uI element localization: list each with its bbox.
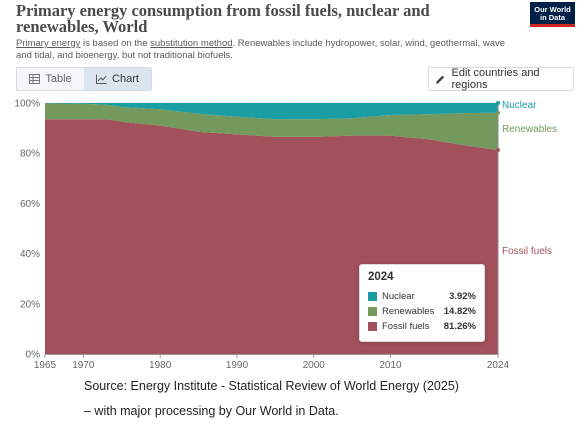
series-label-nuclear: Nuclear — [502, 100, 537, 111]
swatch-renewables — [368, 307, 377, 316]
tooltip-row-fossil: Fossil fuels 81.26% — [368, 319, 476, 334]
y-tick-label: 40% — [20, 249, 40, 260]
y-tick-label: 80% — [20, 149, 40, 160]
source-line-1: Source: Energy Institute - Statistical R… — [84, 379, 459, 393]
source-line-2: – with major processing by Our World in … — [84, 404, 339, 418]
tooltip-name: Nuclear — [382, 291, 415, 302]
owid-logo[interactable]: Our World in Data — [530, 2, 575, 27]
chart-title: Primary energy consumption from fossil f… — [16, 1, 430, 36]
area-renewables — [45, 103, 498, 150]
series-label-renewables: Renewables — [502, 124, 557, 135]
tooltip-value: 3.92% — [449, 291, 476, 302]
tooltip-name: Renewables — [382, 306, 435, 317]
x-tick-label: 1980 — [149, 360, 172, 371]
x-tick-label: 2024 — [487, 360, 510, 371]
y-tick-label: 20% — [20, 299, 40, 310]
edit-countries-label: Edit countries and regions — [451, 67, 540, 91]
end-dot-fossil-fuels — [496, 148, 500, 153]
substitution-method-link[interactable]: substitution method — [150, 38, 233, 49]
x-tick-label: 2010 — [379, 360, 402, 371]
logo-line-2: in Data — [539, 13, 565, 22]
tooltip-name: Fossil fuels — [382, 321, 430, 332]
x-tick-label: 1965 — [34, 360, 57, 371]
end-dot-renewables — [496, 110, 500, 115]
chart-icon — [96, 74, 107, 84]
tab-chart-label: Chart — [112, 73, 139, 85]
y-tick-label: 0% — [26, 350, 41, 361]
x-tick-label: 2000 — [303, 360, 326, 371]
tooltip-value: 14.82% — [443, 306, 476, 317]
edit-countries-button[interactable]: Edit countries and regions — [428, 67, 574, 91]
area-chart: 0% 20% 40% 60% 80% 100% Fossil fuels Renewables… — [14, 99, 557, 372]
tooltip-row-nuclear: Nuclear 3.92% — [368, 289, 476, 304]
tooltip-year: 2024 — [368, 271, 394, 283]
primary-energy-link[interactable]: Primary energy — [16, 38, 81, 49]
tab-table[interactable]: Table — [17, 68, 84, 90]
subtitle-text-mid: is based on the — [80, 38, 151, 49]
end-dot-nuclear — [496, 101, 500, 105]
y-tick-label: 100% — [14, 99, 40, 110]
series-label-fossil-fuels: Fossil fuels — [502, 246, 552, 257]
x-tick-label: 1990 — [226, 360, 249, 371]
pencil-icon — [435, 75, 445, 84]
x-tick-label: 1970 — [72, 360, 95, 371]
area-nuclear — [45, 103, 498, 120]
swatch-nuclear — [368, 292, 377, 301]
tooltip-value: 81.26% — [443, 321, 476, 332]
table-icon — [29, 74, 41, 84]
hover-tooltip: 2024 Nuclear 3.92% Renewables 14.82% Fos… — [359, 264, 485, 342]
view-tabs: Table Chart — [16, 67, 152, 91]
tooltip-row-renewables: Renewables 14.82% — [368, 304, 476, 319]
y-tick-label: 60% — [20, 199, 40, 210]
logo-line-1: Our World — [534, 5, 571, 14]
tab-chart[interactable]: Chart — [84, 68, 151, 90]
subtitle-text-rest: . Renewables include hydropower, solar, … — [16, 38, 506, 61]
swatch-fossil — [368, 322, 377, 331]
chart-subtitle: Primary energy is based on the substitut… — [16, 38, 516, 61]
tab-table-label: Table — [45, 73, 72, 85]
